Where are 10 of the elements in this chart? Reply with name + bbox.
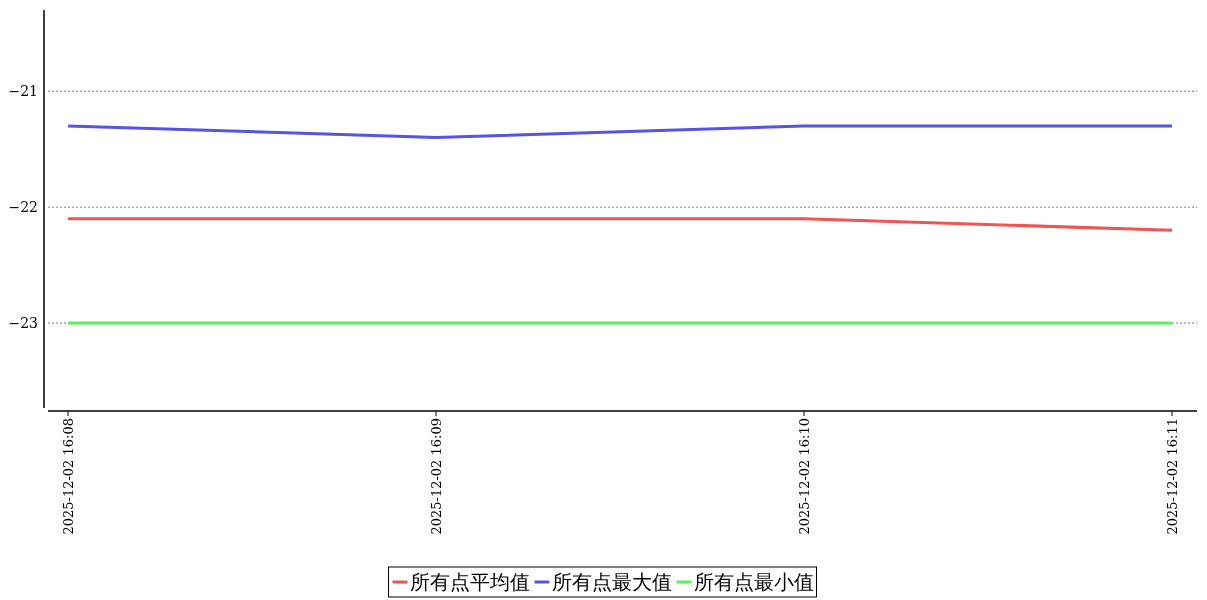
y-tick-label: −23 xyxy=(8,315,38,332)
legend-label: 所有点最大值 xyxy=(551,570,672,594)
x-tick-label: 2025-12-02 16:11 xyxy=(1165,418,1180,535)
x-tick-label: 2025-12-02 16:09 xyxy=(429,418,444,535)
legend-label: 所有点最小值 xyxy=(693,570,814,594)
x-tick-label: 2025-12-02 16:08 xyxy=(61,418,76,535)
y-tick-label: −21 xyxy=(8,83,38,100)
x-tick-label: 2025-12-02 16:10 xyxy=(797,418,812,535)
y-tick-label: −22 xyxy=(8,199,38,216)
legend-label: 所有点平均值 xyxy=(409,570,530,594)
